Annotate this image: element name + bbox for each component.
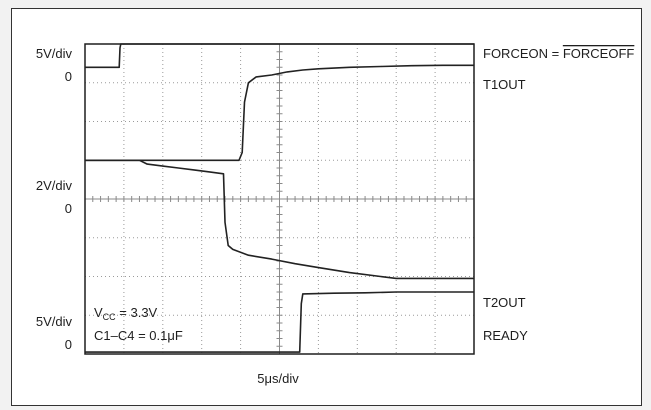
x-axis-unit-label: 5μs/div: [257, 371, 299, 386]
trace-label-forceoff-overline: FORCEOFF: [563, 46, 635, 61]
annotation-vcc: VCC = 3.3V: [94, 305, 158, 322]
trace-forceon-forceoff: [85, 43, 474, 69]
trace-t2out: [85, 159, 474, 280]
chart-panel: [11, 8, 642, 406]
trace-ready: [85, 291, 474, 353]
trace-label-t2out: T2OUT: [483, 295, 526, 310]
traces: [85, 43, 474, 353]
zero-label-middle: 0: [65, 201, 72, 216]
annotation-vcc-sub: CC: [103, 312, 116, 322]
scale-label-top: 5V/div: [36, 46, 73, 61]
trace-label-forceon-prefix: FORCEON =: [483, 46, 563, 61]
scale-label-bottom: 5V/div: [36, 314, 73, 329]
scale-label-middle: 2V/div: [36, 178, 73, 193]
grid: [84, 43, 475, 355]
annotation-vcc-rest: = 3.3V: [116, 305, 158, 320]
trace-label-ready: READY: [483, 328, 528, 343]
zero-label-top: 0: [65, 69, 72, 84]
zero-label-bottom: 0: [65, 337, 72, 352]
trace-t1out: [85, 64, 474, 162]
trace-label-forceon: FORCEON = FORCEOFF: [483, 46, 634, 61]
trace-label-t1out: T1OUT: [483, 77, 526, 92]
annotation-vcc-prefix: V: [94, 305, 103, 320]
annotation-capacitors: C1–C4 = 0.1μF: [94, 328, 183, 343]
